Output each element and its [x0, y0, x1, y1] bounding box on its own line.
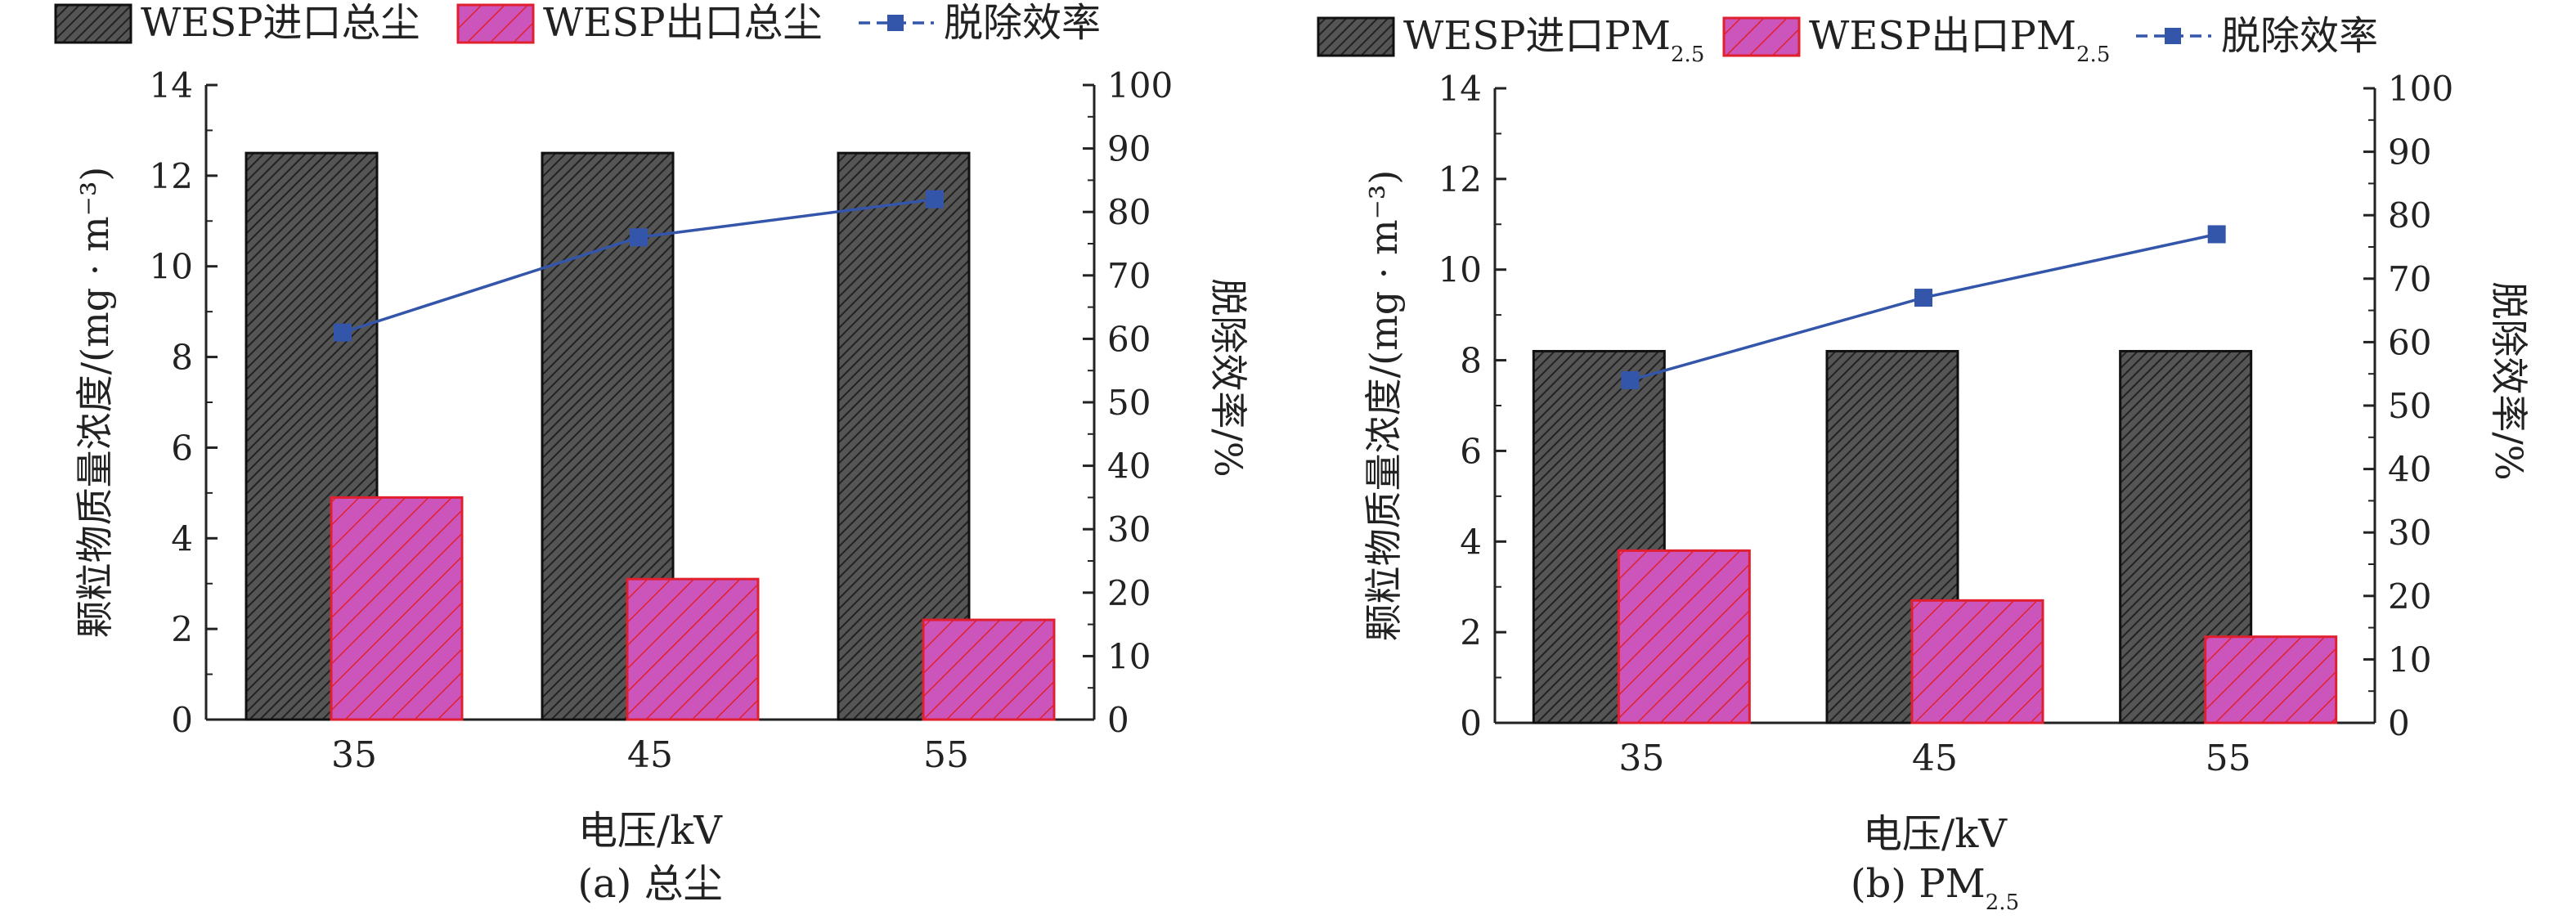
right-tick-label: 20: [1107, 573, 1151, 613]
left-tick-label: 6: [1460, 431, 1482, 471]
right-tick-label: 70: [1107, 256, 1151, 296]
x-axis-label: 电压/kV: [1863, 811, 2008, 857]
right-tick-label: 80: [1107, 192, 1151, 232]
right-tick-label: 50: [2388, 386, 2431, 426]
left-tick-label: 0: [1460, 703, 1482, 743]
right-y-axis-label: 脱除效率/%: [2487, 281, 2531, 480]
outlet-bar: [922, 618, 1056, 721]
legend-label: 脱除效率: [944, 0, 1101, 46]
legend-swatch-inlet: [54, 3, 132, 44]
legend-swatch-marker: [887, 15, 904, 31]
left-tick-label: 14: [1438, 69, 1482, 109]
efficiency-point: [630, 228, 648, 247]
left-tick-label: 14: [150, 65, 193, 105]
right-tick-label: 30: [2388, 513, 2431, 553]
left-tick-label: 12: [150, 156, 193, 196]
inlet-bar: [1825, 349, 1959, 724]
left-tick-label: 6: [171, 428, 193, 468]
right-tick-label: 10: [1107, 636, 1151, 676]
outlet-bar: [330, 496, 464, 721]
chart-panel-total-dust: 0 2 4 6 8 10 12 14 0 10 20 30 40 50 60 70 80 90 100 35 45 55 电…: [54, 0, 1250, 907]
left-tick-label: 0: [171, 700, 193, 740]
x-tick-label: 55: [2206, 738, 2251, 779]
right-tick-label: 40: [1107, 446, 1151, 487]
left-tick-label: 10: [150, 247, 193, 287]
x-tick-label: 45: [1912, 738, 1958, 779]
efficiency-point: [1621, 370, 1640, 389]
legend-swatch-outlet: [456, 3, 535, 44]
left-tick-label: 2: [1460, 612, 1482, 653]
x-tick-label: 35: [1618, 738, 1664, 779]
outlet-bar: [2204, 635, 2338, 724]
outlet-bar: [1910, 599, 2044, 724]
right-tick-label: 60: [2388, 322, 2431, 362]
left-y-axis-label: 颗粒物质量浓度/(mg · m⁻³): [73, 167, 117, 639]
right-tick-label: 0: [1107, 700, 1129, 740]
left-tick-label: 8: [1460, 341, 1482, 381]
x-tick-label: 55: [923, 734, 969, 776]
right-tick-label: 90: [2388, 132, 2431, 173]
left-tick-label: 4: [171, 518, 193, 558]
right-tick-label: 40: [2388, 450, 2431, 490]
x-axis-label: 电压/kV: [578, 808, 723, 854]
legend-swatch-inlet: [1317, 16, 1395, 57]
legend-label: 脱除效率: [2221, 13, 2378, 59]
right-tick-label: 0: [2388, 703, 2410, 743]
right-y-axis-label: 脱除效率/%: [1206, 278, 1250, 477]
right-tick-label: 50: [1107, 383, 1151, 423]
legend-swatch-marker: [2165, 28, 2181, 44]
efficiency-point: [334, 323, 352, 342]
panel-caption: (a) 总尘: [577, 861, 722, 907]
legend-label: WESP出口PM2.5: [1809, 13, 2110, 67]
panel-caption: (b) PM2.5: [1851, 861, 2019, 915]
right-tick-label: 70: [2388, 259, 2431, 299]
right-tick-label: 20: [2388, 576, 2431, 617]
right-tick-label: 30: [1107, 509, 1151, 549]
legend-label: WESP进口总尘: [141, 0, 420, 46]
right-tick-label: 100: [1107, 65, 1173, 105]
right-tick-label: 10: [2388, 639, 2431, 680]
legend-label: WESP出口总尘: [543, 0, 823, 46]
legend-swatch-outlet: [1722, 16, 1801, 57]
right-tick-label: 90: [1107, 129, 1151, 169]
left-tick-label: 4: [1460, 522, 1482, 562]
right-tick-label: 80: [2388, 195, 2431, 235]
left-y-axis-label: 颗粒物质量浓度/(mg · m⁻³): [1362, 170, 1406, 642]
left-tick-label: 2: [171, 609, 193, 649]
left-tick-label: 12: [1438, 159, 1482, 200]
efficiency-point: [1914, 289, 1932, 307]
left-tick-label: 8: [171, 338, 193, 378]
left-tick-label: 10: [1438, 250, 1482, 290]
outlet-bar: [1617, 549, 1751, 724]
efficiency-point: [926, 190, 944, 209]
right-tick-label: 100: [2388, 69, 2453, 109]
legend-label: WESP进口PM2.5: [1403, 13, 1704, 67]
right-tick-label: 60: [1107, 319, 1151, 359]
efficiency-point: [2207, 225, 2226, 244]
chart-panel-pm25: 0 2 4 6 8 10 12 14 0 10 20 30 40 50 60 70 80 90 100 35 45 55 电…: [1317, 13, 2531, 915]
x-tick-label: 35: [331, 734, 377, 776]
outlet-bar: [626, 577, 760, 721]
x-tick-label: 45: [627, 734, 673, 776]
